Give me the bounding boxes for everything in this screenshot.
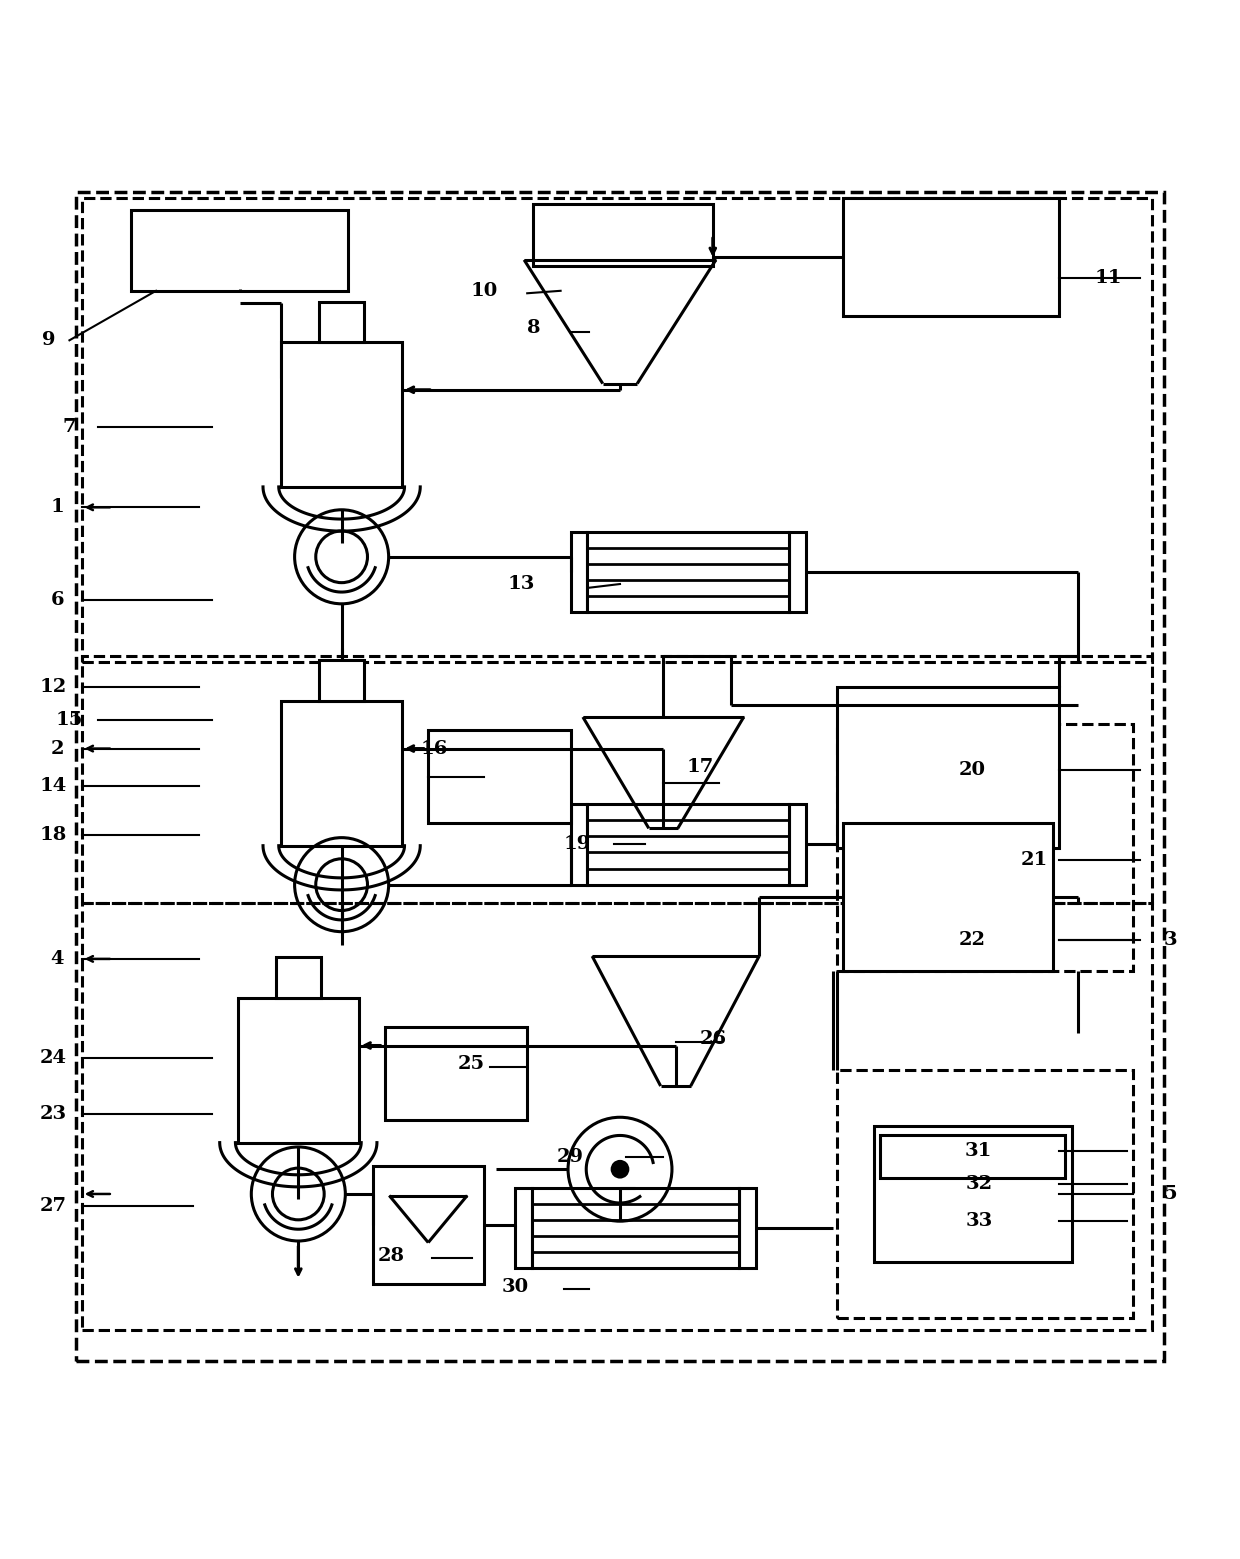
Bar (76, 192, 1164, 1361)
Text: 22: 22 (959, 931, 986, 949)
Text: 5: 5 (1164, 1185, 1177, 1204)
Text: 32: 32 (965, 1175, 992, 1193)
Text: 26: 26 (699, 1030, 727, 1048)
Bar (789, 532, 806, 613)
Text: 17: 17 (687, 758, 714, 776)
Bar (739, 1188, 756, 1267)
Bar (570, 804, 587, 884)
Bar (532, 1188, 739, 1267)
Text: 29: 29 (557, 1147, 584, 1166)
Circle shape (610, 1160, 630, 1179)
Bar (82, 903, 1152, 1330)
Text: 12: 12 (40, 678, 67, 695)
Text: 10: 10 (470, 282, 497, 299)
Bar (384, 1027, 527, 1119)
Bar (428, 730, 570, 823)
Text: 18: 18 (40, 826, 67, 843)
Bar (874, 1126, 1071, 1263)
Text: 27: 27 (40, 1197, 67, 1216)
Bar (843, 198, 1059, 315)
Text: 15: 15 (56, 711, 83, 730)
Bar (843, 823, 1053, 971)
Text: 24: 24 (40, 1049, 67, 1066)
Text: 14: 14 (40, 776, 67, 795)
Bar (372, 1166, 484, 1283)
Text: 11: 11 (1095, 270, 1122, 287)
Bar (587, 532, 789, 613)
Text: 16: 16 (420, 739, 448, 758)
Text: 33: 33 (965, 1213, 992, 1230)
Bar (319, 301, 365, 341)
Bar (837, 686, 1059, 848)
Text: 3: 3 (1164, 931, 1177, 949)
Text: 13: 13 (507, 575, 534, 592)
Text: 2: 2 (51, 739, 63, 758)
Text: 8: 8 (527, 320, 541, 337)
Text: 20: 20 (959, 761, 986, 778)
Text: 31: 31 (965, 1141, 992, 1160)
Text: 4: 4 (51, 949, 63, 968)
Text: 7: 7 (63, 418, 76, 437)
Text: 28: 28 (378, 1247, 404, 1264)
Bar (275, 957, 321, 998)
Bar (789, 804, 806, 884)
Bar (238, 998, 358, 1143)
Text: 19: 19 (563, 834, 590, 853)
Bar (319, 661, 365, 702)
Text: 6: 6 (51, 591, 64, 610)
Bar (131, 210, 347, 292)
Bar (82, 198, 1152, 663)
Bar (281, 702, 402, 845)
Text: 1: 1 (50, 499, 64, 516)
Text: 30: 30 (501, 1278, 528, 1296)
Bar (837, 1069, 1133, 1317)
Bar (82, 656, 1152, 903)
Bar (880, 1135, 1065, 1179)
Bar (587, 804, 789, 884)
Bar (570, 532, 587, 613)
Bar (837, 723, 1133, 971)
Text: 23: 23 (40, 1104, 67, 1122)
Bar (515, 1188, 532, 1267)
Text: 21: 21 (1021, 851, 1048, 868)
Text: 9: 9 (42, 331, 55, 349)
Bar (533, 204, 713, 267)
Bar (281, 341, 402, 486)
Text: 25: 25 (458, 1055, 485, 1073)
